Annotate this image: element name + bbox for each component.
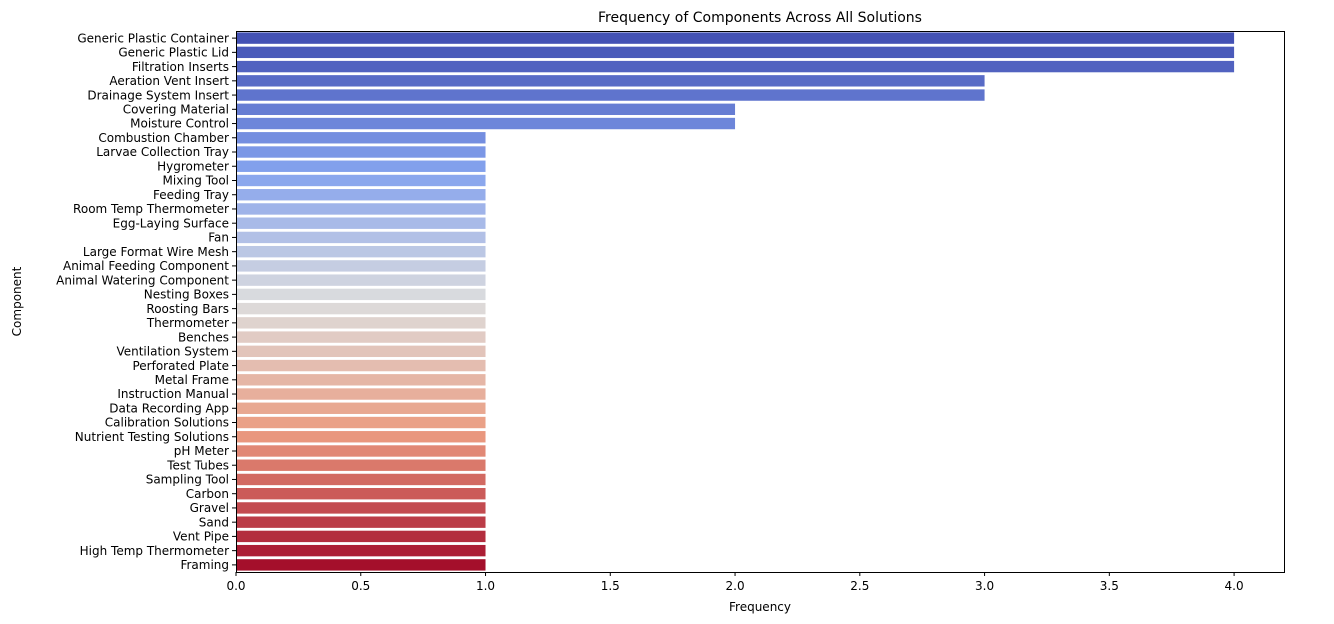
bar (236, 288, 486, 301)
x-tick-label: 1.0 (476, 579, 495, 593)
y-tick-label: Egg-Laying Surface (113, 216, 229, 230)
bar (236, 345, 486, 358)
bar (236, 302, 486, 315)
y-tick-label: Animal Feeding Component (63, 259, 229, 273)
bar (236, 445, 486, 457)
y-tick-label: Vent Pipe (173, 530, 229, 544)
y-tick-label: Aeration Vent Insert (109, 74, 229, 88)
bar (236, 132, 486, 144)
bar (236, 559, 486, 571)
y-tick-label: Moisture Control (130, 117, 229, 131)
x-tick-label: 0.0 (226, 579, 245, 593)
bar (236, 431, 486, 443)
y-tick-label: Sampling Tool (146, 473, 229, 487)
bar (236, 502, 486, 514)
y-tick-label: Data Recording App (109, 401, 229, 415)
bar (236, 217, 486, 229)
y-tick-label: Large Format Wire Mesh (83, 245, 229, 259)
bar (236, 32, 1235, 44)
y-tick-label: Nutrient Testing Solutions (75, 430, 229, 444)
bar (236, 544, 486, 557)
bars-group (236, 32, 1235, 571)
x-ticks: 0.0 0.5 1.0 1.5 2.0 2.5 3.0 3.5 4.0 (226, 572, 1244, 593)
bar (236, 473, 486, 486)
y-tick-label: Metal Frame (155, 373, 229, 387)
bar (236, 459, 486, 471)
bar (236, 117, 736, 130)
bar (236, 402, 486, 414)
bar (236, 388, 486, 400)
y-tick-label: Animal Watering Component (56, 273, 229, 287)
chart-title: Frequency of Components Across All Solut… (598, 10, 922, 26)
x-tick-label: 2.5 (850, 579, 869, 593)
x-tick-label: 4.0 (1225, 579, 1244, 593)
y-tick-label: Generic Plastic Lid (118, 46, 229, 60)
y-tick-label: High Temp Thermometer (80, 544, 229, 558)
bar (236, 530, 486, 543)
y-tick-label: Feeding Tray (153, 188, 229, 202)
bar (236, 174, 486, 187)
y-tick-label: pH Meter (174, 444, 229, 458)
x-tick-label: 1.5 (601, 579, 620, 593)
y-tick-label: Nesting Boxes (144, 288, 229, 302)
x-axis-label: Frequency (729, 600, 791, 614)
y-tick-label: Covering Material (123, 103, 229, 117)
y-tick-label: Ventilation System (116, 345, 229, 359)
y-tick-label: Fan (208, 231, 229, 245)
y-tick-label: Benches (178, 330, 229, 344)
y-tick-label: Gravel (190, 501, 229, 515)
y-tick-label: Filtration Inserts (132, 60, 229, 74)
x-tick-label: 3.0 (975, 579, 994, 593)
bar (236, 274, 486, 286)
bar (236, 46, 1235, 59)
y-axis-label: Component (10, 266, 24, 336)
bar (236, 203, 486, 215)
bar (236, 245, 486, 258)
y-tick-label: Perforated Plate (132, 359, 229, 373)
y-tick-label: Generic Plastic Container (77, 31, 229, 45)
y-tick-label: Drainage System Insert (87, 88, 229, 102)
bar (236, 89, 985, 101)
y-tick-label: Instruction Manual (117, 387, 229, 401)
bar (236, 516, 486, 528)
bar (236, 488, 486, 500)
bar (236, 189, 486, 201)
y-tick-label: Test Tubes (166, 458, 229, 472)
y-tick-label: Mixing Tool (163, 174, 229, 188)
bar (236, 260, 486, 272)
y-tick-label: Sand (199, 515, 229, 529)
x-tick-label: 2.0 (726, 579, 745, 593)
y-tick-label: Hygrometer (157, 159, 229, 173)
bar (236, 160, 486, 172)
bar (236, 331, 486, 343)
bar (236, 75, 985, 87)
bar (236, 103, 736, 115)
y-tick-label: Calibration Solutions (105, 416, 229, 430)
y-tick-label: Roosting Bars (146, 302, 229, 316)
bar (236, 60, 1235, 73)
y-tick-label: Carbon (186, 487, 229, 501)
y-tick-label: Larvae Collection Tray (96, 145, 229, 159)
bar (236, 231, 486, 244)
bar (236, 374, 486, 386)
bar (236, 146, 486, 158)
bar (236, 317, 486, 329)
plot-frame (236, 31, 1285, 573)
bar (236, 359, 486, 372)
y-tick-label: Thermometer (146, 316, 229, 330)
x-tick-label: 0.5 (351, 579, 370, 593)
y-tick-label: Framing (180, 558, 229, 572)
y-tick-label: Combustion Chamber (98, 131, 229, 145)
bar (236, 416, 486, 429)
y-tick-label: Room Temp Thermometer (73, 202, 229, 216)
x-tick-label: 3.5 (1100, 579, 1119, 593)
